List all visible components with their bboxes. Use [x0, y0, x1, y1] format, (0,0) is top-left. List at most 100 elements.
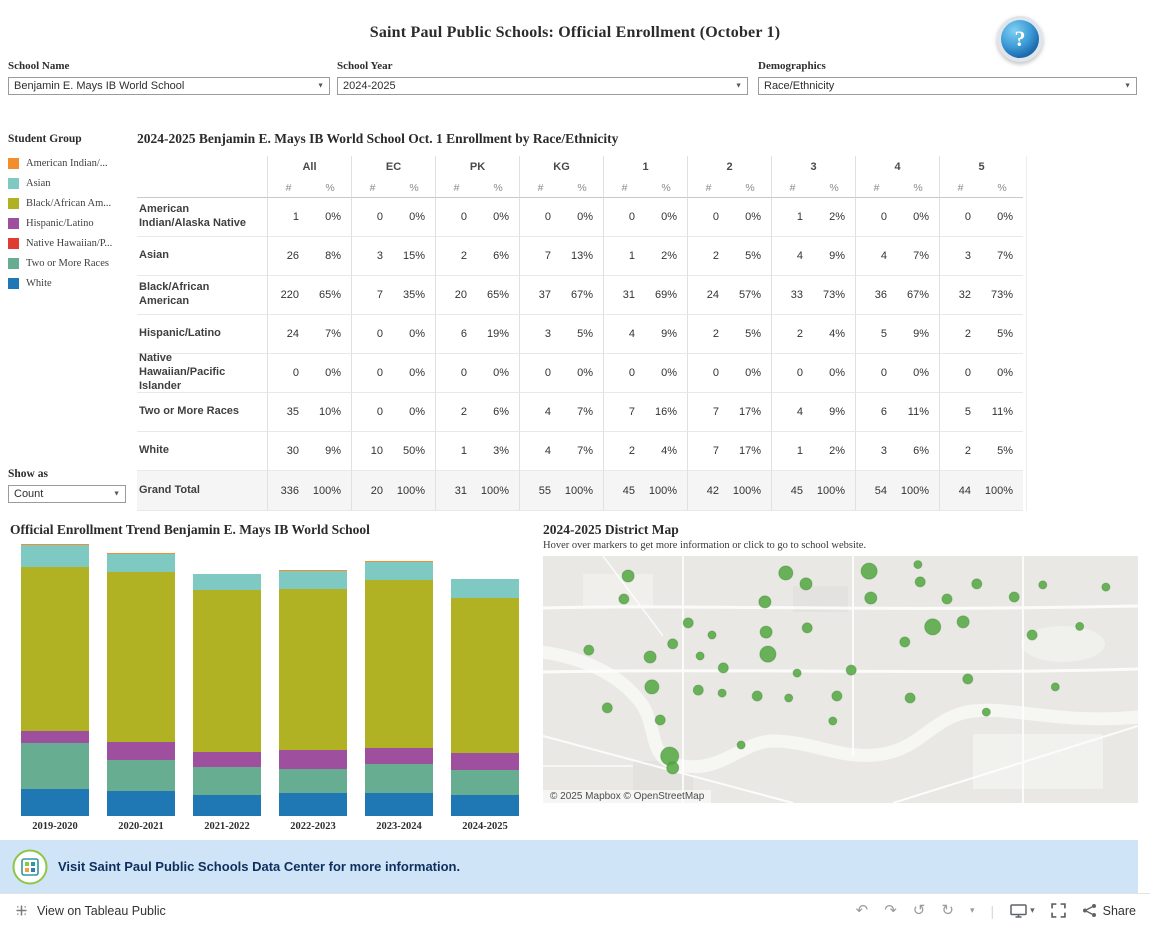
table-cell[interactable]: 2	[939, 315, 981, 354]
table-cell[interactable]: 0	[519, 354, 561, 393]
bar-segment-two-or-more-races[interactable]	[365, 763, 433, 794]
bar-segment-black-african-american[interactable]	[365, 580, 433, 749]
table-cell[interactable]: 2	[687, 237, 729, 276]
school-marker[interactable]	[621, 569, 635, 583]
table-cell[interactable]: 67%	[897, 276, 939, 315]
table-cell[interactable]: 4	[855, 237, 897, 276]
table-cell[interactable]: 9%	[813, 393, 855, 432]
table-cell[interactable]: 6%	[477, 393, 519, 432]
table-cell[interactable]: 33	[771, 276, 813, 315]
table-cell[interactable]: 54	[855, 471, 897, 511]
school-marker[interactable]	[778, 565, 794, 581]
table-cell[interactable]: 6	[435, 315, 477, 354]
subcolumn-header-percent[interactable]: %	[477, 178, 519, 198]
school-marker[interactable]	[758, 595, 772, 609]
school-marker[interactable]	[654, 714, 666, 726]
table-cell[interactable]: 2	[771, 315, 813, 354]
school-marker[interactable]	[751, 690, 763, 702]
bar-segment-white[interactable]	[193, 794, 261, 816]
table-cell[interactable]: 2	[435, 393, 477, 432]
table-cell[interactable]: 73%	[813, 276, 855, 315]
table-cell[interactable]: 13%	[561, 237, 603, 276]
school-marker[interactable]	[924, 618, 942, 636]
bar-segment-black-african-american[interactable]	[451, 597, 519, 754]
subcolumn-header-count[interactable]: #	[435, 178, 477, 198]
school-marker[interactable]	[643, 650, 657, 664]
school-marker[interactable]	[801, 622, 813, 634]
bar-segment-american-indian-alaska-native[interactable]	[21, 544, 89, 546]
table-cell[interactable]: 0	[687, 198, 729, 237]
school-marker[interactable]	[644, 679, 660, 695]
redo-icon[interactable]: ↷	[884, 901, 897, 919]
school-marker[interactable]	[962, 673, 974, 685]
bar-segment-two-or-more-races[interactable]	[21, 743, 89, 790]
school-marker[interactable]	[860, 562, 878, 580]
table-cell[interactable]: 0	[351, 315, 393, 354]
table-cell[interactable]: 0	[267, 354, 309, 393]
table-cell[interactable]: 55	[519, 471, 561, 511]
table-cell[interactable]: 7	[519, 237, 561, 276]
bar-segment-white[interactable]	[365, 793, 433, 816]
table-cell[interactable]: 0	[351, 393, 393, 432]
school-marker[interactable]	[707, 630, 717, 640]
school-marker[interactable]	[845, 664, 857, 676]
trend-bar-2021-2022[interactable]	[193, 573, 261, 816]
table-cell[interactable]: 35	[267, 393, 309, 432]
school-marker[interactable]	[682, 617, 694, 629]
table-cell[interactable]: 1	[435, 432, 477, 471]
bar-segment-two-or-more-races[interactable]	[451, 770, 519, 795]
subcolumn-header-percent[interactable]: %	[729, 178, 771, 198]
bar-segment-white[interactable]	[21, 789, 89, 816]
table-cell[interactable]: 4	[603, 315, 645, 354]
trend-bar-2020-2021[interactable]	[107, 552, 175, 816]
bar-segment-american-indian-alaska-native[interactable]	[107, 552, 175, 554]
table-cell[interactable]: 37	[519, 276, 561, 315]
table-cell[interactable]: 0	[351, 198, 393, 237]
bar-segment-black-african-american[interactable]	[21, 566, 89, 731]
fullscreen-button[interactable]	[1050, 903, 1066, 918]
table-cell[interactable]: 4	[771, 393, 813, 432]
trend-bar-2022-2023[interactable]	[279, 570, 347, 816]
table-cell[interactable]: 50%	[393, 432, 435, 471]
demographics-dropdown[interactable]: Race/Ethnicity ▼	[758, 77, 1137, 95]
trend-bar-2023-2024[interactable]	[365, 561, 433, 816]
bar-segment-hispanic-latino[interactable]	[21, 730, 89, 744]
table-cell[interactable]: 100%	[729, 471, 771, 511]
subcolumn-header-percent[interactable]: %	[981, 178, 1023, 198]
table-cell[interactable]: 45	[771, 471, 813, 511]
row-label-two-or-more-races[interactable]: Two or More Races	[137, 393, 267, 432]
table-cell[interactable]: 69%	[645, 276, 687, 315]
subcolumn-header-percent[interactable]: %	[393, 178, 435, 198]
caret-down-icon[interactable]: ▾	[969, 905, 975, 915]
table-cell[interactable]: 100%	[393, 471, 435, 511]
trend-bar-2019-2020[interactable]	[21, 544, 89, 816]
school-marker[interactable]	[792, 668, 802, 678]
school-marker[interactable]	[583, 644, 595, 656]
school-marker[interactable]	[759, 645, 777, 663]
district-map[interactable]: © 2025 Mapbox © OpenStreetMap	[543, 556, 1138, 803]
table-cell[interactable]: 0	[771, 354, 813, 393]
table-cell[interactable]: 32	[939, 276, 981, 315]
subcolumn-header-percent[interactable]: %	[813, 178, 855, 198]
school-marker[interactable]	[692, 684, 704, 696]
table-cell[interactable]: 7	[687, 432, 729, 471]
bar-segment-white[interactable]	[451, 794, 519, 816]
undo-icon[interactable]: ↶	[855, 901, 869, 919]
history-icon[interactable]: ↺	[912, 901, 926, 919]
school-marker[interactable]	[1026, 629, 1038, 641]
table-cell[interactable]: 0%	[813, 354, 855, 393]
table-cell[interactable]: 4	[519, 393, 561, 432]
bar-segment-asian[interactable]	[451, 579, 519, 598]
table-cell[interactable]: 9%	[897, 315, 939, 354]
table-cell[interactable]: 0	[435, 198, 477, 237]
row-label-grand-total[interactable]: Grand Total	[137, 471, 267, 511]
table-cell[interactable]: 31	[603, 276, 645, 315]
table-cell[interactable]: 5	[855, 315, 897, 354]
school-marker[interactable]	[717, 662, 729, 674]
bar-segment-white[interactable]	[279, 793, 347, 816]
legend-item-two-or-more-races[interactable]: Two or More Races	[8, 253, 136, 273]
table-cell[interactable]: 0%	[981, 354, 1023, 393]
subcolumn-header-count[interactable]: #	[771, 178, 813, 198]
table-cell[interactable]: 0%	[561, 354, 603, 393]
bar-segment-asian[interactable]	[365, 561, 433, 581]
